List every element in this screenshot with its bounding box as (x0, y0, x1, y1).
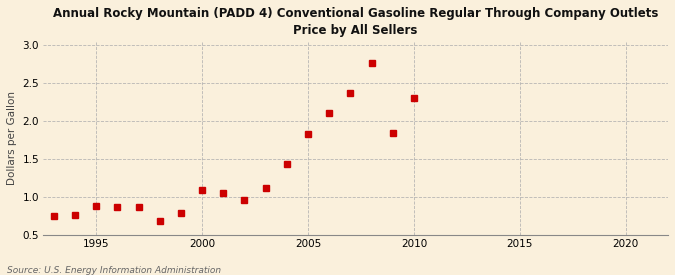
Y-axis label: Dollars per Gallon: Dollars per Gallon (7, 91, 17, 185)
Title: Annual Rocky Mountain (PADD 4) Conventional Gasoline Regular Through Company Out: Annual Rocky Mountain (PADD 4) Conventio… (53, 7, 658, 37)
Text: Source: U.S. Energy Information Administration: Source: U.S. Energy Information Administ… (7, 266, 221, 275)
